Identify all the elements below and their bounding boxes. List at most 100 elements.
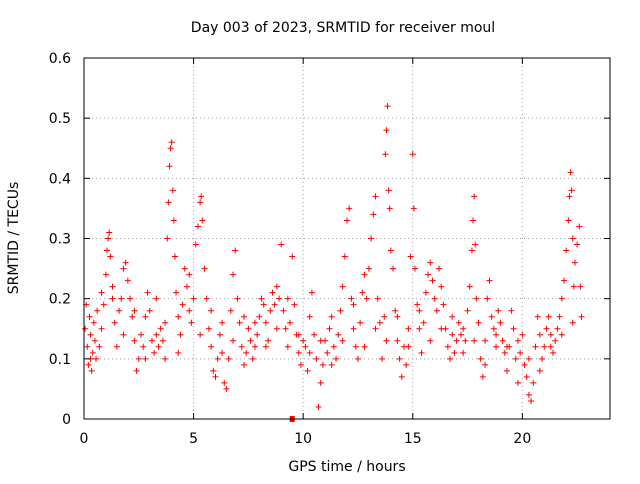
data-point xyxy=(578,313,585,320)
data-point xyxy=(184,283,191,290)
data-point xyxy=(179,301,186,308)
data-point xyxy=(276,295,283,302)
data-point xyxy=(262,319,269,326)
data-point xyxy=(205,325,212,332)
data-point xyxy=(88,367,95,374)
data-point xyxy=(324,349,331,356)
data-point xyxy=(304,367,311,374)
data-point xyxy=(482,337,489,344)
data-point xyxy=(409,151,416,158)
data-point xyxy=(392,307,399,314)
data-point xyxy=(188,319,195,326)
data-point xyxy=(104,247,111,254)
data-point xyxy=(569,235,576,242)
data-point xyxy=(370,211,377,218)
data-point xyxy=(197,331,204,338)
data-point xyxy=(227,307,234,314)
data-point xyxy=(212,373,219,380)
x-tick-label: 15 xyxy=(404,431,422,447)
data-point xyxy=(251,343,258,350)
data-point xyxy=(177,331,184,338)
y-tick-label: 0.6 xyxy=(49,51,71,67)
data-point xyxy=(319,361,326,368)
y-tick-label: 0 xyxy=(62,412,71,428)
data-point xyxy=(495,307,502,314)
x-tick-label: 20 xyxy=(513,431,531,447)
data-point xyxy=(86,313,93,320)
data-point xyxy=(300,337,307,344)
data-point xyxy=(317,337,324,344)
data-point xyxy=(339,283,346,290)
data-point xyxy=(173,289,180,296)
data-point xyxy=(405,325,412,332)
data-point xyxy=(536,367,543,374)
data-point xyxy=(398,373,405,380)
data-point xyxy=(278,241,285,248)
data-point xyxy=(440,301,447,308)
data-point xyxy=(186,307,193,314)
data-point xyxy=(341,253,348,260)
data-point xyxy=(306,313,313,320)
data-point xyxy=(339,337,346,344)
data-point xyxy=(142,355,149,362)
data-point xyxy=(514,337,521,344)
y-tick-label: 0.5 xyxy=(49,111,71,127)
data-point xyxy=(216,331,223,338)
data-point xyxy=(431,295,438,302)
data-point xyxy=(151,349,158,356)
data-point xyxy=(256,313,263,320)
data-point xyxy=(512,355,519,362)
data-point xyxy=(396,355,403,362)
data-point xyxy=(503,367,510,374)
x-tick-label: 5 xyxy=(189,431,198,447)
data-point xyxy=(359,289,366,296)
data-point xyxy=(166,163,173,170)
data-point xyxy=(326,325,333,332)
data-point xyxy=(82,325,89,332)
data-point xyxy=(247,337,254,344)
data-point xyxy=(129,313,136,320)
data-point xyxy=(576,223,583,230)
data-point xyxy=(243,349,250,356)
data-point xyxy=(230,337,237,344)
data-point xyxy=(240,361,247,368)
data-point xyxy=(116,307,123,314)
data-point xyxy=(315,403,322,410)
data-point xyxy=(482,361,489,368)
data-point xyxy=(245,325,252,332)
data-point xyxy=(249,355,256,362)
data-point xyxy=(306,349,313,356)
data-point xyxy=(335,331,342,338)
data-point xyxy=(328,313,335,320)
data-point xyxy=(295,331,302,338)
data-point xyxy=(348,295,355,302)
data-point xyxy=(199,217,206,224)
data-point xyxy=(269,289,276,296)
data-point xyxy=(490,325,497,332)
data-point xyxy=(449,331,456,338)
data-point xyxy=(536,331,543,338)
data-point xyxy=(350,325,357,332)
data-point xyxy=(477,355,484,362)
data-point xyxy=(87,331,94,338)
data-point xyxy=(295,349,302,356)
data-point xyxy=(131,337,138,344)
data-point xyxy=(550,349,557,356)
data-point xyxy=(219,349,226,356)
data-point xyxy=(302,343,309,350)
data-point xyxy=(287,319,294,326)
data-point xyxy=(221,379,228,386)
data-point xyxy=(198,193,205,200)
data-point xyxy=(438,283,445,290)
data-point xyxy=(436,265,443,272)
data-point xyxy=(98,325,105,332)
data-point xyxy=(410,205,417,212)
data-point xyxy=(528,397,535,404)
data-point xyxy=(433,307,440,314)
data-point xyxy=(122,259,129,266)
data-point xyxy=(109,283,116,290)
data-point xyxy=(236,319,243,326)
data-point xyxy=(208,307,215,314)
data-point xyxy=(449,313,456,320)
